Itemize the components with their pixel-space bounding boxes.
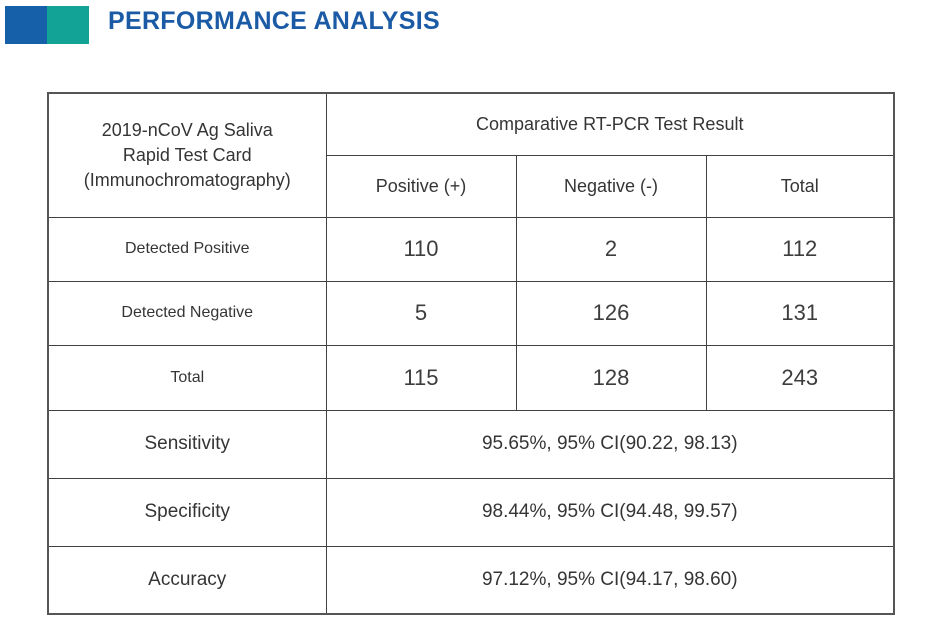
cell-value: 115 bbox=[325, 344, 517, 411]
table-row: Sensitivity 95.65%, 95% CI(90.22, 98.13) bbox=[47, 409, 895, 479]
stat-label-specificity: Specificity bbox=[47, 477, 327, 547]
table-row: Specificity 98.44%, 95% CI(94.48, 99.57) bbox=[47, 477, 895, 547]
table-row: Positive (+) Negative (-) Total bbox=[48, 154, 895, 218]
table-row: Detected Positive 110 2 112 bbox=[47, 216, 895, 282]
test-card-header-line: (Immunochromatography) bbox=[83, 169, 291, 190]
table-row: 2019-nCoV Ag Saliva Rapid Test Card (Imm… bbox=[47, 92, 895, 218]
brand-square-teal bbox=[47, 6, 89, 44]
cell-value: 243 bbox=[705, 344, 895, 411]
cell-value: 131 bbox=[705, 280, 895, 346]
row-label-detected-positive: Detected Positive bbox=[47, 216, 327, 282]
col-header-negative: Negative (-) bbox=[515, 154, 707, 218]
row-label-detected-negative: Detected Negative bbox=[47, 280, 327, 346]
table-row: Total 115 128 243 bbox=[47, 344, 895, 411]
brand-logo bbox=[5, 6, 89, 44]
cell-value: 5 bbox=[325, 280, 517, 346]
table-row: Accuracy 97.12%, 95% CI(94.17, 98.60) bbox=[47, 545, 895, 615]
row-label-total: Total bbox=[47, 344, 327, 411]
table-row: Detected Negative 5 126 131 bbox=[47, 280, 895, 346]
test-card-header-cell: 2019-nCoV Ag Saliva Rapid Test Card (Imm… bbox=[47, 92, 327, 218]
cell-value: 128 bbox=[515, 344, 707, 411]
cell-value: 112 bbox=[705, 216, 895, 282]
performance-table: 2019-nCoV Ag Saliva Rapid Test Card (Imm… bbox=[47, 92, 896, 615]
cell-value: 110 bbox=[325, 216, 517, 282]
test-card-header-line: Rapid Test Card bbox=[122, 144, 252, 165]
comparative-header-cell: Comparative RT-PCR Test Result bbox=[325, 92, 895, 156]
test-card-header-line: 2019-nCoV Ag Saliva bbox=[101, 119, 273, 140]
stat-label-accuracy: Accuracy bbox=[47, 545, 327, 615]
stat-label-sensitivity: Sensitivity bbox=[47, 409, 327, 479]
stat-value-accuracy: 97.12%, 95% CI(94.17, 98.60) bbox=[325, 545, 895, 615]
page-title: PERFORMANCE ANALYSIS bbox=[108, 7, 440, 35]
brand-square-blue bbox=[5, 6, 47, 44]
cell-value: 126 bbox=[515, 280, 707, 346]
stat-value-sensitivity: 95.65%, 95% CI(90.22, 98.13) bbox=[325, 409, 895, 479]
col-header-positive: Positive (+) bbox=[325, 154, 517, 218]
col-header-total: Total bbox=[705, 154, 895, 218]
cell-value: 2 bbox=[515, 216, 707, 282]
stat-value-specificity: 98.44%, 95% CI(94.48, 99.57) bbox=[325, 477, 895, 547]
